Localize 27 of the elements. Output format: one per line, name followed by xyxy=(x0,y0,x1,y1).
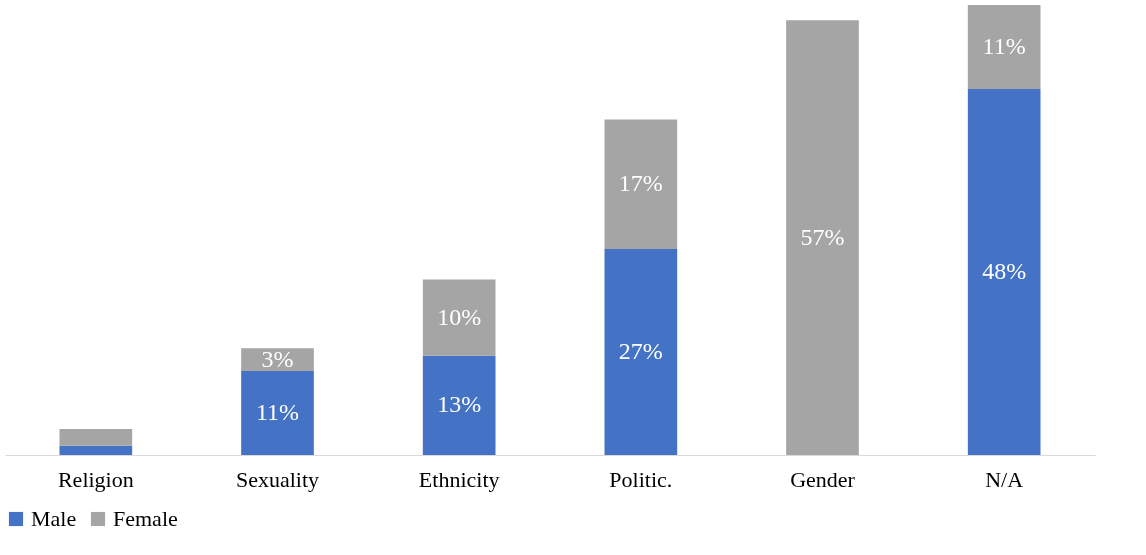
legend-label: Male xyxy=(31,506,77,531)
bar xyxy=(422,355,496,455)
x-tick-label: Ethnicity xyxy=(418,466,500,492)
data-label: 57% xyxy=(800,223,845,250)
bar xyxy=(604,119,678,250)
data-label: 13% xyxy=(437,391,482,418)
x-tick-label: Gender xyxy=(790,466,856,492)
bar xyxy=(59,429,133,446)
legend-label: Female xyxy=(113,506,178,531)
data-label: 17% xyxy=(618,170,663,197)
bar xyxy=(967,5,1041,89)
x-tick-label: Politic. xyxy=(609,466,673,492)
data-label: 3% xyxy=(261,345,294,372)
data-label: 10% xyxy=(437,303,482,330)
bar xyxy=(786,20,859,455)
data-label: 11% xyxy=(255,399,300,426)
bar xyxy=(967,88,1041,455)
data-label: 27% xyxy=(618,338,663,365)
bar xyxy=(422,279,496,356)
data-label: 11% xyxy=(982,32,1026,59)
x-tick-label: Sexuality xyxy=(235,466,320,492)
x-tick-label: Religion xyxy=(57,466,134,492)
data-label: 48% xyxy=(982,257,1027,284)
bar xyxy=(241,371,314,455)
bar xyxy=(604,249,678,455)
bar xyxy=(59,445,133,455)
x-tick-label: N/A xyxy=(985,466,1024,492)
